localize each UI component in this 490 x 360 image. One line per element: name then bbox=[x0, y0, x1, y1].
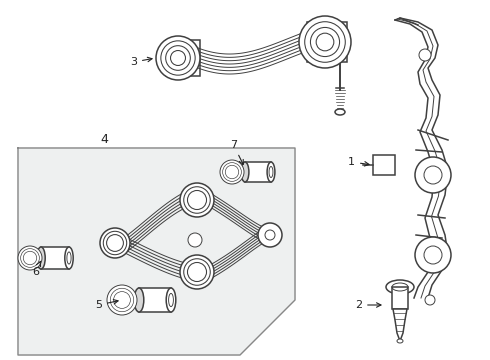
Text: 7: 7 bbox=[230, 140, 243, 165]
Circle shape bbox=[415, 237, 451, 273]
Circle shape bbox=[425, 295, 435, 305]
Ellipse shape bbox=[386, 280, 414, 294]
Circle shape bbox=[419, 49, 431, 61]
Text: 4: 4 bbox=[100, 133, 108, 146]
Circle shape bbox=[415, 157, 451, 193]
Bar bbox=[373, 155, 395, 175]
Polygon shape bbox=[18, 148, 295, 355]
Ellipse shape bbox=[100, 228, 130, 258]
Ellipse shape bbox=[107, 285, 137, 315]
Bar bbox=[392, 287, 408, 309]
Ellipse shape bbox=[134, 288, 144, 312]
Ellipse shape bbox=[65, 247, 73, 269]
Text: 2: 2 bbox=[355, 300, 381, 310]
Text: 3: 3 bbox=[130, 57, 152, 67]
Ellipse shape bbox=[180, 255, 214, 289]
Ellipse shape bbox=[335, 109, 345, 115]
Ellipse shape bbox=[37, 247, 45, 269]
Ellipse shape bbox=[180, 183, 214, 217]
Bar bbox=[166, 40, 200, 76]
Ellipse shape bbox=[166, 288, 176, 312]
Ellipse shape bbox=[299, 16, 351, 68]
Text: 6: 6 bbox=[32, 261, 41, 277]
Bar bbox=[307, 22, 347, 62]
Circle shape bbox=[188, 233, 202, 247]
Bar bbox=[139, 288, 171, 312]
Text: 1: 1 bbox=[348, 157, 369, 167]
Ellipse shape bbox=[156, 36, 200, 80]
Circle shape bbox=[265, 230, 275, 240]
Circle shape bbox=[258, 223, 282, 247]
Ellipse shape bbox=[18, 246, 42, 270]
Text: 5: 5 bbox=[95, 300, 118, 310]
Ellipse shape bbox=[241, 162, 249, 182]
Ellipse shape bbox=[397, 339, 403, 343]
Polygon shape bbox=[393, 309, 407, 341]
Bar bbox=[41, 247, 69, 269]
Ellipse shape bbox=[220, 160, 244, 184]
Bar bbox=[245, 162, 271, 182]
Ellipse shape bbox=[267, 162, 275, 182]
